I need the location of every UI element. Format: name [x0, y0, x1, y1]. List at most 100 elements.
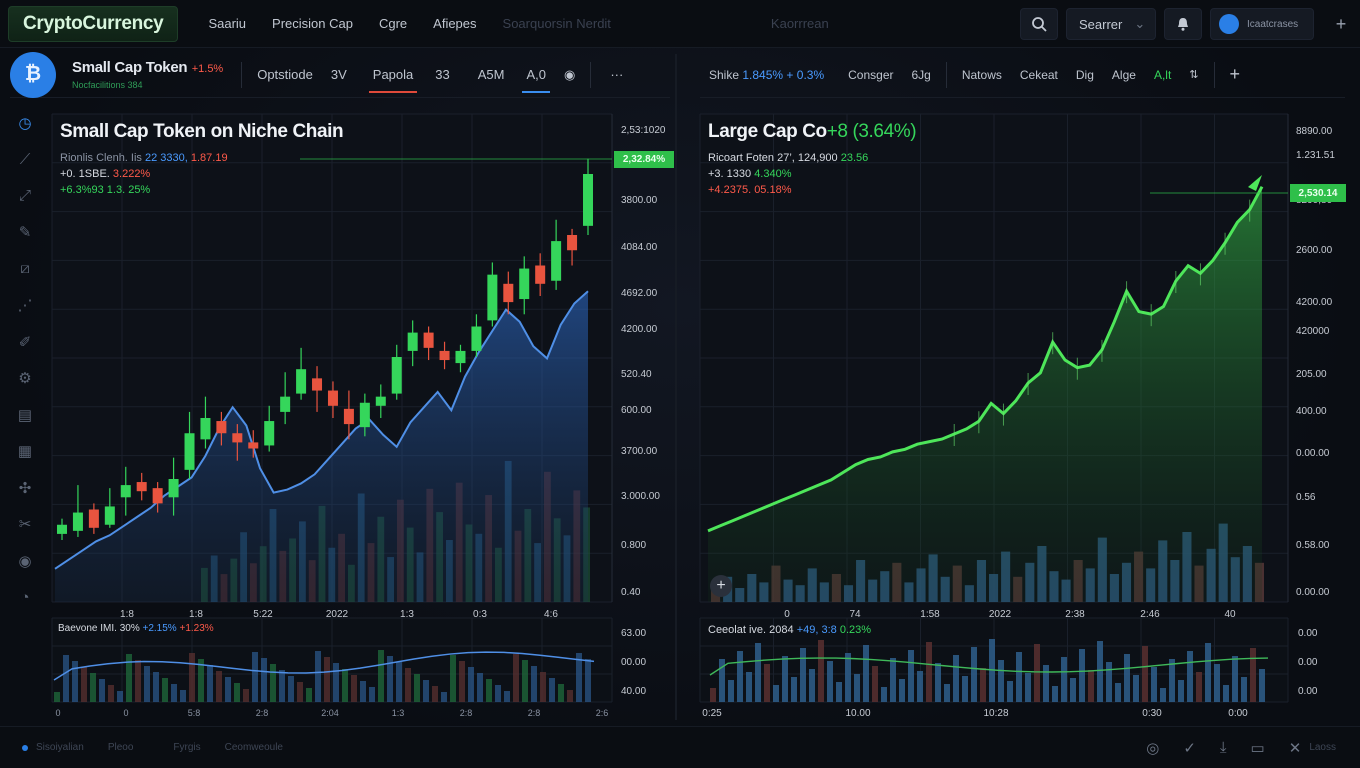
- volume-sub-bar: [522, 660, 528, 702]
- eye-icon[interactable]: ◉: [18, 552, 32, 570]
- volume-sub-bar: [252, 652, 258, 702]
- ruler-icon[interactable]: ✎: [18, 224, 32, 242]
- tab-optstiode[interactable]: Optstiode: [257, 67, 313, 82]
- candle-body: [216, 421, 227, 434]
- status-dot: [22, 744, 28, 751]
- y-tick-label: 4200.00: [1296, 297, 1333, 308]
- tab-dig[interactable]: Dig: [1075, 67, 1094, 82]
- volume-sub-bar: [81, 667, 87, 702]
- timer-icon[interactable]: ◔: [20, 588, 30, 606]
- search-button[interactable]: [1020, 8, 1058, 40]
- gear-icon[interactable]: ⚙: [18, 370, 32, 388]
- volume-x-tick: 2:8: [528, 708, 541, 718]
- tab-a5m[interactable]: A5M: [477, 67, 505, 82]
- nav-item-1[interactable]: Saariu: [208, 16, 247, 31]
- tab-alge[interactable]: Alge: [1111, 67, 1136, 82]
- brush-icon[interactable]: ✐: [18, 333, 32, 351]
- y-tick-label: 0.58.00: [1296, 540, 1330, 551]
- footer-item-2[interactable]: Pleoo: [107, 742, 134, 753]
- add-indicator-button[interactable]: +: [710, 575, 732, 597]
- legend-label: +0. 1SBE.: [60, 168, 110, 180]
- tab-a0[interactable]: A,0: [517, 57, 555, 93]
- footer-item-1[interactable]: Sisoiyalian: [36, 742, 84, 753]
- tab-3v[interactable]: 3V: [330, 67, 347, 82]
- volume-x-tick: 0: [55, 708, 60, 718]
- tab-33[interactable]: 33: [435, 67, 450, 82]
- y-tick-label: 2600.00: [1296, 245, 1333, 256]
- left-price-badge: 2,32.84%: [614, 151, 674, 168]
- footer-item-4[interactable]: Ceomweoule: [224, 742, 283, 753]
- layout-icon[interactable]: ▤: [17, 406, 33, 424]
- volume-sub-bar: [396, 662, 402, 702]
- footer-item-3[interactable]: Fyrgis: [173, 742, 201, 753]
- volume-sub-bar: [881, 687, 887, 702]
- globe-icon[interactable]: ◎: [1146, 739, 1160, 757]
- volume-sub-bar: [126, 654, 132, 702]
- brand-logo[interactable]: CryptoCurrency: [8, 5, 179, 42]
- volume-sub-bar: [216, 671, 222, 702]
- candle-body: [487, 274, 498, 321]
- add-chart-icon[interactable]: +: [1229, 64, 1241, 84]
- right-chart-title-change: +8 (3.64%): [826, 121, 917, 142]
- x-tick-label: 40: [1224, 609, 1236, 620]
- volume-sub-bar: [980, 668, 986, 702]
- nav-item-3[interactable]: Cgre: [378, 16, 408, 31]
- more-icon[interactable]: ···: [610, 67, 624, 82]
- volume-sub-bar: [863, 645, 869, 702]
- fib-tool-icon[interactable]: ⧄: [20, 260, 30, 278]
- sort-icon[interactable]: ⇅: [1189, 69, 1199, 81]
- volume-sub-bar: [818, 640, 824, 702]
- volume-sub-bar: [261, 658, 267, 702]
- volume-sub-bar: [414, 674, 420, 702]
- volume-x-tick: 2:6: [596, 708, 609, 718]
- tab-papola[interactable]: Papola: [364, 57, 422, 93]
- volume-sub-bar: [1214, 664, 1220, 702]
- volume-sub-bar: [935, 663, 941, 702]
- search-field[interactable]: Searrer ⌄: [1066, 8, 1156, 40]
- tab-cekeat[interactable]: Cekeat: [1019, 67, 1058, 82]
- add-icon[interactable]: +: [1335, 13, 1347, 34]
- volume-sub-bar: [468, 667, 474, 702]
- tab-consger[interactable]: Consger: [848, 67, 894, 82]
- volume-sub-bar: [1232, 656, 1238, 702]
- candle-body: [312, 378, 323, 391]
- eye-icon[interactable]: ◉: [563, 66, 576, 82]
- volume-sub-bar: [315, 651, 321, 702]
- footer-right-label[interactable]: Laoss: [1309, 742, 1336, 753]
- tab-alt[interactable]: A,lt: [1153, 67, 1172, 82]
- node-icon[interactable]: ✣: [18, 479, 32, 497]
- volume-sub-bar: [540, 672, 546, 702]
- volume-sub-bar: [333, 663, 339, 702]
- y-tick-label: 0.00.00: [1296, 448, 1330, 459]
- y-tick-label: 420000: [1296, 326, 1330, 337]
- line-tool-icon[interactable]: ⟋: [19, 150, 31, 168]
- volume-sub-bar: [782, 656, 788, 702]
- notifications-button[interactable]: [1164, 8, 1202, 40]
- clock-icon[interactable]: ◷: [18, 114, 32, 132]
- volume-sub-bar: [1178, 680, 1184, 702]
- chat-icon[interactable]: ▭: [1250, 739, 1265, 757]
- pattern-icon[interactable]: ⋰: [17, 297, 33, 315]
- check-icon[interactable]: ✓: [1183, 739, 1196, 757]
- y-tick-label: 4084.00: [621, 242, 658, 253]
- tab-natows[interactable]: Natows: [961, 67, 1002, 82]
- nav-item-precision-cap[interactable]: Precision Cap: [272, 16, 353, 31]
- tab-6jg[interactable]: 6Jg: [911, 67, 931, 82]
- nav-item-dim-2[interactable]: Kaorrrean: [770, 16, 829, 31]
- grid-icon[interactable]: ▦: [17, 443, 33, 461]
- volume-x-tick: 10:28: [983, 708, 1008, 719]
- close-icon[interactable]: ✕: [1288, 739, 1302, 757]
- tab-shike[interactable]: Shike 1.845% + 0.3%: [700, 57, 833, 93]
- candle-body: [184, 433, 195, 470]
- nav-item-4[interactable]: Afiepes: [433, 16, 477, 31]
- volume-x-tick: 0:00: [1228, 708, 1248, 719]
- account-label: Icaatcrases: [1247, 18, 1299, 30]
- account-menu[interactable]: Icaatcrases: [1210, 8, 1314, 40]
- volume-y-tick: 0.00: [1298, 657, 1318, 668]
- download-icon[interactable]: ⤓: [1219, 739, 1227, 756]
- nav-item-dim[interactable]: Soarquorsin Nerdit: [502, 16, 611, 31]
- trend-tool-icon[interactable]: ⤢: [18, 187, 31, 205]
- scissors-icon[interactable]: ✂: [18, 516, 32, 534]
